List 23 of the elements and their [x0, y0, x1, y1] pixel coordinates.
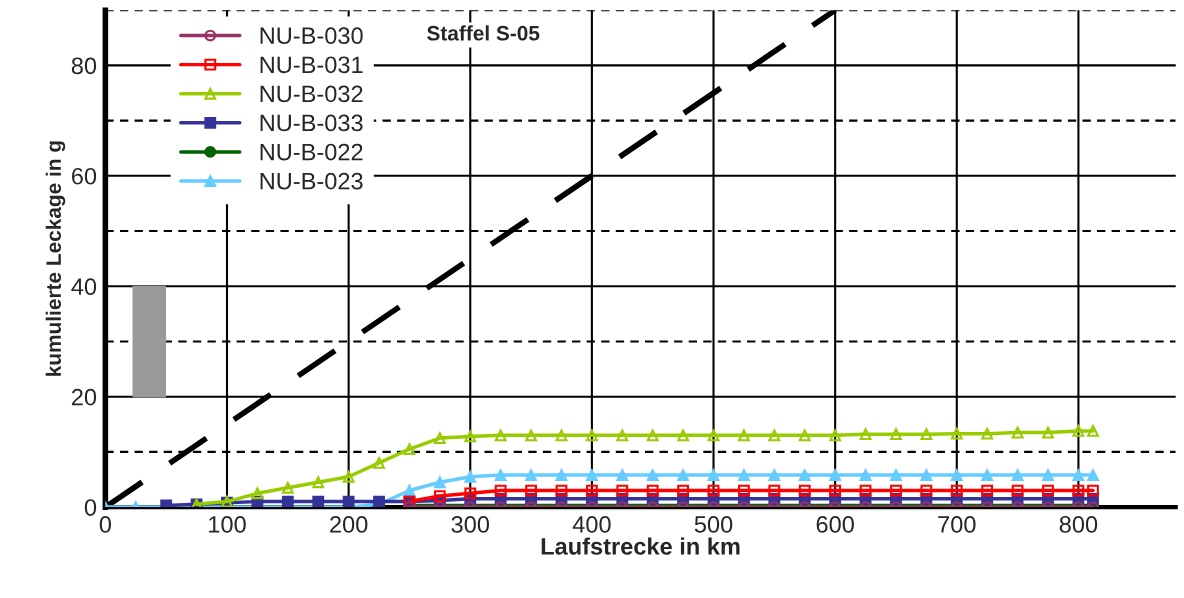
x-tick-label: 200 — [330, 516, 368, 533]
y-tick-label: 80 — [71, 57, 97, 75]
x-tick-label: 0 — [99, 516, 112, 533]
x-tick-label: 500 — [694, 516, 733, 533]
legend-label: NU-B-030 — [260, 27, 363, 45]
y-axis-title: kumulierte Leckage in g — [45, 141, 66, 376]
legend-label: NU-B-031 — [260, 56, 363, 74]
x-tick-label: 800 — [1059, 516, 1098, 533]
x-tick-label: 100 — [209, 516, 246, 533]
y-tick-label: 20 — [71, 388, 97, 406]
x-tick-label: 600 — [816, 516, 854, 533]
legend-label: NU-B-023 — [260, 172, 363, 190]
legend-label: NU-B-032 — [260, 85, 363, 103]
x-tick-label: 300 — [451, 516, 490, 533]
text: Staffel S-05 — [427, 25, 540, 41]
legend-label: NU-B-022 — [260, 143, 363, 161]
legend-label: NU-B-033 — [260, 114, 363, 132]
x-axis-title: Laufstrecke in km — [541, 537, 740, 555]
x-tick-label: 700 — [938, 516, 976, 533]
y-tick-label: 60 — [71, 167, 97, 185]
y-tick-label: 40 — [71, 278, 97, 296]
x-tick-label: 400 — [572, 516, 611, 533]
y-tick-label: 0 — [84, 499, 97, 516]
